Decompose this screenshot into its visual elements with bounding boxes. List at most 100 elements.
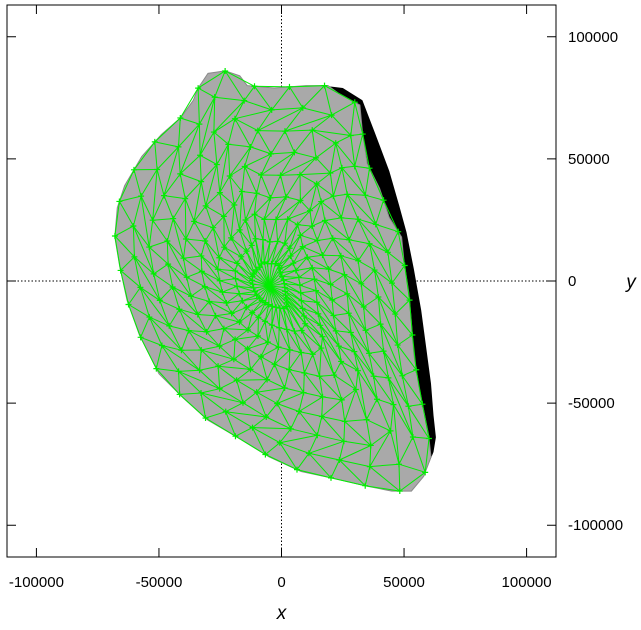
mesh-edge xyxy=(271,307,277,326)
mesh-edge xyxy=(264,321,269,343)
mesh-edge xyxy=(331,101,355,116)
mesh-vertex xyxy=(305,450,312,457)
mesh-edge xyxy=(376,398,394,406)
mesh-edge xyxy=(335,142,343,168)
mesh-edge xyxy=(213,100,245,133)
mesh-edge xyxy=(219,192,225,217)
mesh-edge xyxy=(369,463,400,468)
mesh-edge xyxy=(247,335,259,350)
mesh-vertex xyxy=(394,342,401,349)
mesh-edge xyxy=(278,308,281,328)
mesh-vertex xyxy=(212,312,219,319)
mesh-edge xyxy=(302,246,323,256)
mesh-vertex xyxy=(265,301,272,308)
mesh-edge xyxy=(330,167,343,174)
mesh-vertex xyxy=(283,296,290,303)
mesh-edge xyxy=(185,221,195,240)
mesh-vertex xyxy=(338,358,345,365)
mesh-edge xyxy=(200,255,219,270)
mesh-vertex xyxy=(251,269,258,276)
mesh-edge xyxy=(324,85,355,103)
mesh-vertex xyxy=(330,312,337,319)
mesh-edge xyxy=(200,164,218,182)
mesh-vertex xyxy=(328,112,335,119)
mesh-edge xyxy=(335,142,356,167)
mesh-edge xyxy=(289,234,301,249)
mesh-edge xyxy=(234,339,248,350)
mesh-vertex xyxy=(262,318,269,325)
mesh-vertex xyxy=(210,129,217,136)
mesh-edge xyxy=(383,199,399,232)
mesh-edge xyxy=(152,218,174,221)
mesh-edge xyxy=(268,263,276,287)
mesh-edge xyxy=(284,387,304,394)
mesh-edge xyxy=(301,330,322,349)
mesh-edge xyxy=(256,387,285,393)
mesh-edge xyxy=(239,321,249,331)
mesh-edge xyxy=(205,417,236,437)
mesh-vertex xyxy=(275,344,282,351)
mesh-edge xyxy=(216,144,229,165)
mesh-edge xyxy=(320,201,326,221)
mesh-vertex xyxy=(315,310,322,317)
mesh-edge xyxy=(401,375,423,405)
mesh-vertex xyxy=(362,192,369,199)
mesh-edge xyxy=(284,287,301,294)
mesh-edge xyxy=(348,239,359,261)
mesh-edge xyxy=(265,454,298,471)
mesh-edge xyxy=(295,256,308,271)
mesh-vertex xyxy=(188,293,195,300)
mesh-edge xyxy=(219,338,236,347)
mesh-edge xyxy=(132,225,150,248)
mesh-vertex xyxy=(276,266,283,273)
mesh-edge xyxy=(120,256,135,271)
mesh-edge xyxy=(300,300,319,315)
mesh-edge xyxy=(204,240,220,259)
mesh-edge xyxy=(268,272,281,287)
mesh-edge xyxy=(166,240,188,278)
mesh-vertex xyxy=(392,311,399,318)
mesh-edge xyxy=(306,257,313,269)
mesh-vertex xyxy=(313,287,320,294)
mesh-vertex xyxy=(291,328,298,335)
mesh-edge xyxy=(188,330,220,347)
mesh-edge xyxy=(215,315,225,329)
mesh-edge xyxy=(329,143,337,174)
mesh-edge xyxy=(148,247,155,274)
mesh-edge xyxy=(319,324,340,347)
mesh-vertex xyxy=(256,264,263,271)
mesh-vertex xyxy=(297,289,304,296)
mesh-edge xyxy=(244,166,262,176)
mesh-edge xyxy=(235,427,253,437)
mesh-edge xyxy=(236,256,242,264)
mesh-edge xyxy=(402,369,417,377)
mesh-vertex xyxy=(298,327,305,334)
mesh-edge xyxy=(357,370,367,420)
mesh-edge xyxy=(303,354,314,374)
mesh-vertex xyxy=(206,298,213,305)
mesh-vertex xyxy=(154,166,161,173)
mesh-vertex xyxy=(362,327,369,334)
mesh-edge xyxy=(373,375,394,405)
mesh-edge xyxy=(383,351,389,378)
mesh-vertex xyxy=(264,339,271,346)
mesh-vertex xyxy=(216,189,223,196)
mesh-vertex xyxy=(319,393,326,400)
mesh-edge xyxy=(374,269,379,298)
mesh-edge xyxy=(380,323,403,376)
mesh-edge xyxy=(178,371,181,395)
mesh-edge xyxy=(316,183,334,197)
mesh-edge xyxy=(217,358,235,367)
mesh-edge xyxy=(197,314,207,333)
mesh-edge xyxy=(212,216,225,229)
mesh-vertex xyxy=(316,373,323,380)
mesh-vertex xyxy=(247,143,254,150)
mesh-edge xyxy=(163,195,174,219)
mesh-edge xyxy=(181,349,200,371)
mesh-vertex xyxy=(268,106,275,113)
mesh-edge xyxy=(284,287,302,302)
mesh-edge xyxy=(274,242,286,264)
mesh-edge xyxy=(264,304,270,322)
mesh-vertex xyxy=(198,268,205,275)
mesh-edge xyxy=(268,285,273,307)
